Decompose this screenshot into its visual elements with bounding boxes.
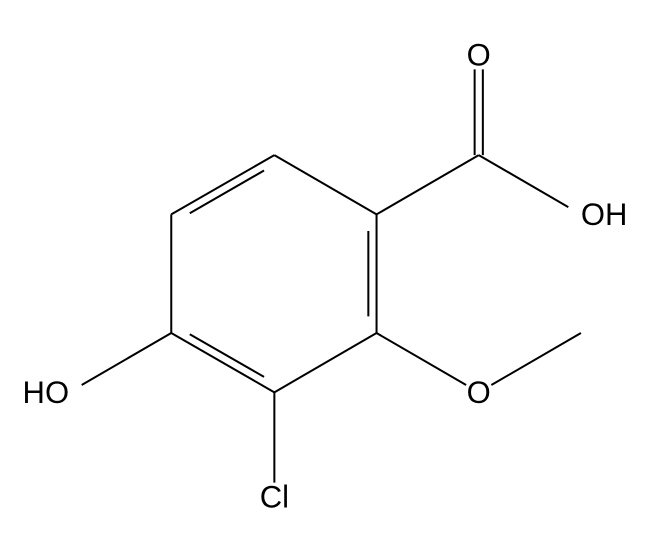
bond (479, 155, 569, 207)
bond (190, 171, 264, 214)
atom-label-o9: OH (581, 197, 628, 232)
molecule-diagram: O OH O Cl HO (0, 0, 650, 552)
bond (190, 334, 264, 377)
atom-label-o12: HO (23, 375, 70, 410)
atom-label-cl: Cl (260, 480, 289, 515)
bond (274, 333, 376, 392)
bond (82, 333, 172, 385)
bond (274, 155, 376, 214)
bond (171, 155, 274, 214)
atom-label-o10: O (467, 375, 491, 410)
bond (171, 333, 274, 392)
atom-label-o8: O (467, 37, 491, 72)
bond (377, 333, 467, 385)
bond (491, 333, 581, 385)
bond (377, 155, 479, 214)
